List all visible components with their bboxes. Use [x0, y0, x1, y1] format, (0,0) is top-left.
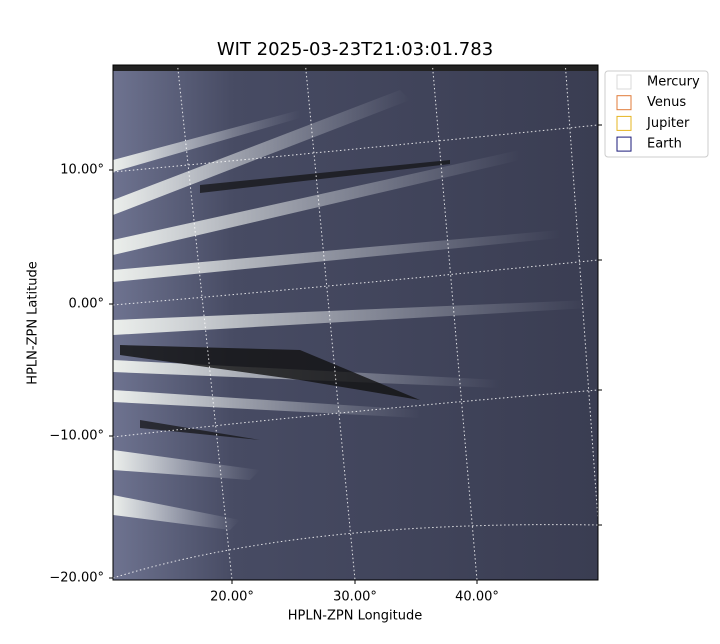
legend: Mercury Venus Jupiter Earth	[604, 70, 709, 158]
legend-swatch	[616, 74, 632, 90]
legend-label: Earth	[647, 137, 682, 152]
title: WIT 2025-03-23T21:03:01.783	[217, 39, 493, 60]
y-axis-label: HPLN-ZPN Latitude	[26, 261, 41, 384]
x-axis-label: HPLN-ZPN Longitude	[288, 609, 423, 624]
legend-swatch	[616, 95, 632, 111]
image	[113, 65, 598, 580]
legend-label: Jupiter	[646, 116, 690, 131]
y-tick-label: 0.00°	[69, 297, 104, 312]
x-tick-label: 20.00°	[210, 590, 254, 605]
legend-swatch	[616, 136, 632, 152]
ticks: 20.00° 30.00° 40.00° 10.00° 0.00° −10.00° −20.…	[49, 124, 602, 605]
legend-label: Mercury	[647, 75, 700, 90]
y-tick-label: 10.00°	[60, 163, 104, 178]
x-tick-label: 40.00°	[455, 590, 499, 605]
x-tick-label: 30.00°	[333, 590, 377, 605]
y-tick-label: −20.00°	[49, 571, 104, 586]
legend-swatch	[616, 115, 632, 131]
legend-label: Venus	[647, 95, 686, 110]
y-tick-label: −10.00°	[49, 429, 104, 444]
